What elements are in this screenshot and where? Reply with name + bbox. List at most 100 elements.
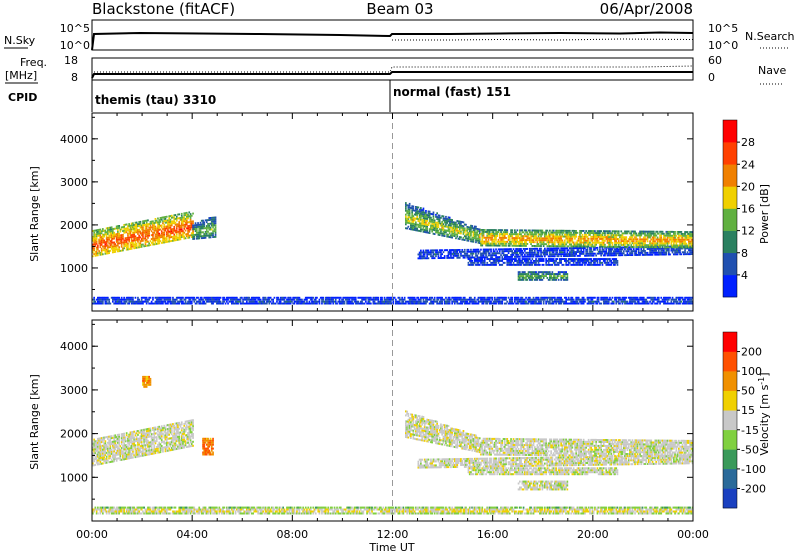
power-cell — [543, 264, 545, 266]
power-cell — [162, 222, 164, 224]
power-cell — [464, 231, 466, 233]
power-cell — [405, 206, 407, 208]
power-cell — [212, 232, 214, 234]
power-cell — [505, 237, 507, 239]
power-cell — [415, 225, 417, 227]
power-cell — [357, 301, 359, 303]
power-cell — [635, 236, 637, 238]
power-cell — [136, 243, 138, 245]
power-cell — [473, 264, 475, 266]
power-cell — [156, 220, 158, 222]
power-cell — [617, 260, 619, 262]
power-cell — [409, 209, 411, 211]
power-cell — [658, 233, 660, 235]
power-cell — [474, 262, 476, 264]
power-cell — [505, 245, 507, 247]
power-cell — [215, 219, 217, 221]
power-cell — [200, 234, 202, 236]
power-cell — [107, 249, 109, 251]
power-cell — [612, 244, 614, 246]
power-cell — [504, 235, 506, 237]
power-cell — [100, 246, 102, 248]
power-cell — [681, 231, 683, 233]
power-cell — [454, 231, 456, 233]
power-cell — [158, 233, 160, 235]
power-cell — [465, 224, 467, 226]
power-cell — [173, 234, 175, 236]
noise-tick-left-bottom: 10^0 — [60, 39, 90, 52]
power-cell — [485, 239, 487, 241]
power-cell — [181, 215, 183, 217]
power-cell — [215, 232, 217, 234]
power-cell — [136, 222, 138, 224]
power-cell — [444, 233, 446, 235]
power-cell — [595, 244, 597, 246]
power-cell — [404, 299, 406, 301]
power-cell — [562, 240, 564, 242]
power-cell — [121, 297, 123, 299]
power-cell — [137, 233, 139, 235]
power-cell — [215, 220, 217, 222]
power-cell — [202, 231, 204, 233]
power-cell — [161, 299, 163, 301]
power-cell — [176, 233, 178, 235]
power-cell — [523, 237, 525, 239]
power-cell — [219, 299, 221, 301]
power-cell — [192, 232, 194, 234]
power-cell — [426, 220, 428, 222]
power-cell — [335, 301, 337, 303]
power-cell — [644, 237, 646, 239]
power-cell — [152, 234, 154, 236]
power-cell — [152, 242, 154, 244]
power-cell — [276, 301, 278, 303]
power-cell — [666, 252, 668, 254]
power-cell — [542, 234, 544, 236]
power-cell — [448, 234, 450, 236]
power-cell — [434, 220, 436, 222]
power-cell — [215, 230, 217, 232]
power-cell — [190, 229, 192, 231]
power-cell — [127, 243, 129, 245]
power-cell — [364, 303, 366, 305]
power-cell — [510, 262, 512, 264]
power-cell — [294, 299, 296, 301]
power-cell — [622, 234, 624, 236]
power-cell — [148, 233, 150, 235]
power-cell — [478, 253, 480, 255]
power-cell — [534, 250, 536, 252]
power-cell — [433, 251, 435, 253]
power-cell — [355, 297, 357, 299]
power-cell — [654, 237, 656, 239]
power-cell — [178, 221, 180, 223]
power-cell — [523, 275, 525, 277]
power-cell — [520, 233, 522, 235]
power-cell — [509, 237, 511, 239]
power-cell — [415, 299, 417, 301]
power-cell — [414, 219, 416, 221]
power-cell — [265, 297, 267, 299]
power-cell — [603, 242, 605, 244]
power-cell — [542, 256, 544, 258]
power-cell — [140, 223, 142, 225]
power-cell — [272, 301, 274, 303]
power-cell — [280, 301, 282, 303]
power-cell — [136, 245, 138, 247]
power-cell — [439, 234, 441, 236]
power-cell — [523, 279, 525, 281]
power-cell — [141, 246, 143, 248]
power-cell — [615, 244, 617, 246]
power-cell — [654, 240, 656, 242]
power-cell — [630, 248, 632, 250]
power-cell — [107, 297, 109, 299]
power-cell — [664, 237, 666, 239]
power-cell — [594, 262, 596, 264]
power-cell — [161, 219, 163, 221]
power-cell — [468, 249, 470, 251]
power-cell — [663, 250, 665, 252]
power-cell — [557, 258, 559, 260]
power-cell — [668, 252, 670, 254]
power-cell — [210, 236, 212, 238]
power-cell — [669, 233, 671, 235]
power-cell — [111, 240, 113, 242]
power-cell — [420, 207, 422, 209]
